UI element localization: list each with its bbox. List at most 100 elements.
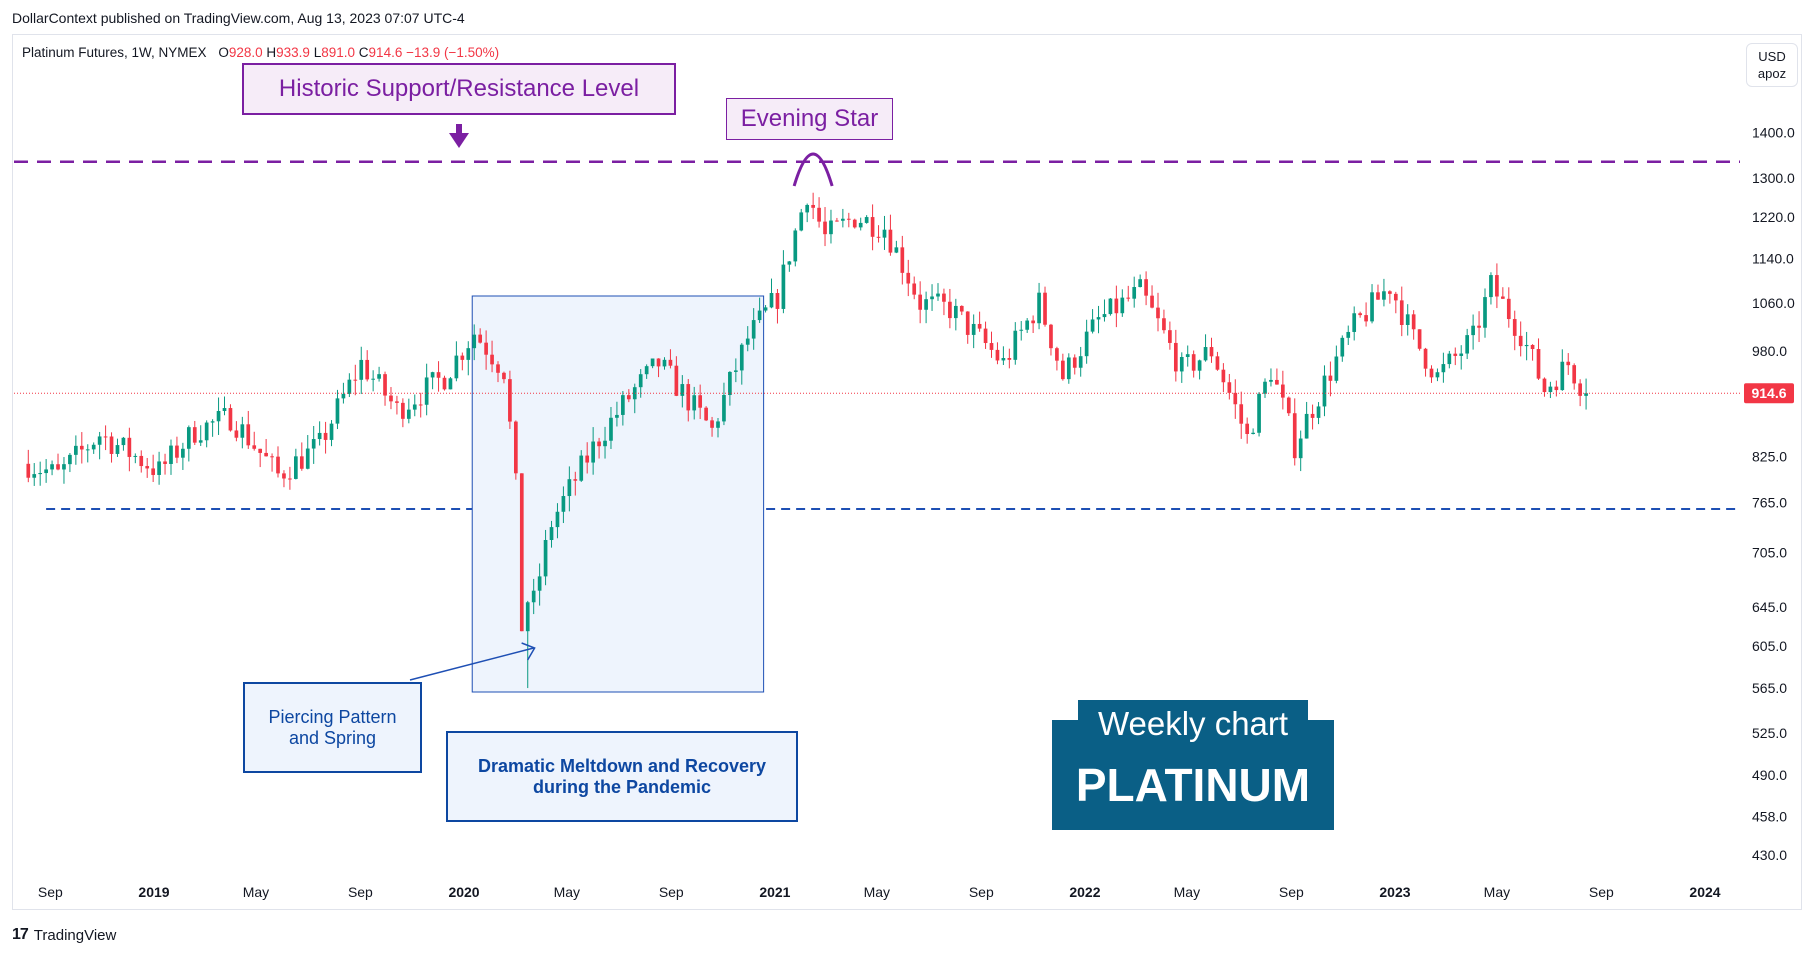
candle-body — [1084, 331, 1089, 357]
candle-body — [632, 387, 637, 400]
candle-body — [68, 454, 72, 465]
mark-layer: 914.6 — [14, 124, 1794, 681]
candle-body — [597, 441, 601, 447]
candle-body — [299, 456, 304, 469]
pandemic-meltdown-annotation: Dramatic Meltdown and Recovery during th… — [446, 731, 798, 822]
candle-body — [1548, 386, 1553, 393]
close-value: 914.6 — [368, 45, 403, 60]
candle-body — [454, 355, 459, 379]
candle-body — [775, 293, 780, 309]
candle-body — [1227, 382, 1232, 393]
evening-star-annotation: Evening Star — [726, 98, 893, 140]
candle-body — [270, 456, 274, 458]
candle-body — [1530, 344, 1535, 350]
candle-body — [181, 448, 185, 458]
candle-body — [401, 402, 405, 419]
candle-body — [537, 576, 542, 591]
candle-body — [1239, 404, 1244, 424]
candle-body — [668, 359, 673, 366]
candle-body — [26, 463, 31, 478]
piercing-arrow-head — [521, 642, 536, 661]
y-tick-label: 605.0 — [1752, 638, 1787, 654]
candle-body — [900, 247, 905, 273]
x-axis: Sep 2019 May Sep 2020 May Sep 2021 May Sep 2022 May… — [38, 884, 1721, 900]
candle-body — [1114, 298, 1119, 314]
candle-body — [1251, 432, 1255, 434]
candle-body — [1572, 365, 1577, 384]
candle-body — [1578, 383, 1582, 396]
x-tick-label: May — [1174, 884, 1200, 900]
candle-body — [1489, 275, 1493, 298]
x-tick-label: 2021 — [759, 884, 790, 900]
candle-body — [74, 445, 78, 455]
candle-body — [317, 432, 322, 440]
high-value: 933.9 — [276, 45, 310, 60]
candle-body — [406, 409, 411, 419]
candle-body — [478, 334, 483, 343]
candle-body — [1126, 297, 1131, 299]
candle-body — [1007, 358, 1012, 360]
candle-body — [175, 445, 179, 458]
candle-body — [1554, 386, 1559, 391]
candle-body — [1411, 314, 1416, 330]
high-label: H — [266, 45, 277, 60]
candle-body — [347, 379, 352, 394]
candle-body — [282, 473, 286, 479]
candle-body — [222, 408, 227, 411]
candle-body — [674, 365, 679, 396]
candle-body — [686, 384, 691, 411]
candle-body — [1393, 293, 1398, 301]
candle-body — [846, 218, 851, 220]
candle-body — [965, 311, 970, 335]
candle-body — [983, 328, 988, 344]
change-value: −13.9 (−1.50%) — [406, 45, 500, 60]
candle-body — [1495, 275, 1499, 297]
candle-body — [835, 220, 839, 222]
low-value: 891.0 — [321, 45, 356, 60]
y-tick-label: 705.0 — [1752, 545, 1787, 561]
candle-body — [371, 378, 375, 380]
candle-body — [918, 294, 922, 310]
x-tick-label: May — [864, 884, 890, 900]
candle-body — [169, 445, 173, 464]
candle-body — [1536, 349, 1541, 379]
candle-body — [121, 437, 126, 446]
candle-body — [609, 417, 613, 441]
candle-body — [704, 407, 708, 421]
candle-body — [1441, 364, 1446, 373]
candle-body — [109, 436, 114, 454]
candle-body — [977, 323, 982, 329]
candle-body — [323, 432, 328, 440]
tradingview-logo[interactable]: 17 TradingView — [12, 926, 116, 944]
currency-unit-button[interactable]: USD apoz — [1746, 43, 1798, 87]
candle-body — [508, 379, 512, 422]
candle-body — [864, 217, 869, 223]
candle-body — [1043, 292, 1047, 325]
candle-body — [1072, 357, 1077, 368]
candle-body — [50, 464, 54, 470]
tradingview-logo-icon: 17 — [12, 926, 29, 943]
candle-body — [1352, 313, 1357, 332]
candle-body — [650, 358, 655, 367]
tradingview-brand: TradingView — [33, 926, 117, 944]
candle-body — [412, 404, 417, 410]
candle-body — [1173, 342, 1178, 372]
historic-level-annotation: Historic Support/Resistance Level — [242, 63, 676, 115]
candle-body — [638, 374, 643, 388]
candle-body — [995, 349, 1000, 361]
candle-body — [1061, 360, 1065, 380]
candle-body — [1185, 354, 1190, 358]
candle-body — [91, 444, 96, 450]
candle-body — [1298, 438, 1303, 459]
candle-body — [424, 377, 429, 405]
candle-body — [1471, 325, 1475, 336]
candle-body — [1168, 330, 1172, 343]
candle-body — [490, 354, 494, 365]
candle-body — [1405, 314, 1410, 326]
candle-body — [1346, 331, 1351, 338]
candle-body — [353, 379, 358, 381]
weekly-chart-label: Weekly chart — [1078, 700, 1308, 748]
candle-body — [1090, 319, 1095, 332]
candle-body — [460, 355, 465, 360]
